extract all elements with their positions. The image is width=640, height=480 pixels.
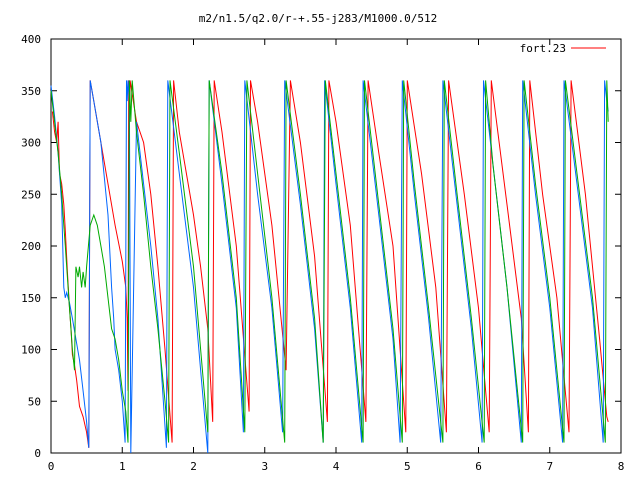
x-tick-label: 0	[48, 460, 55, 473]
y-tick-label: 100	[21, 344, 41, 357]
series-line-2	[50, 80, 609, 443]
x-tick-label: 7	[546, 460, 553, 473]
y-tick-label: 250	[21, 188, 41, 201]
y-tick-label: 50	[28, 395, 41, 408]
series-lines	[50, 80, 609, 454]
y-tick-label: 150	[21, 292, 41, 305]
legend-label: fort.23	[520, 42, 566, 55]
chart-title: m2/n1.5/q2.0/r-+.55-j283/M1000.0/512	[199, 12, 437, 25]
x-ticks: 0 1 2 3 4 5 6 7 8	[48, 39, 625, 473]
x-tick-label: 8	[618, 460, 625, 473]
y-tick-label: 350	[21, 85, 41, 98]
plot-frame	[50, 38, 622, 454]
series-line-1	[50, 80, 609, 454]
x-tick-label: 3	[261, 460, 268, 473]
y-tick-label: 400	[21, 33, 41, 46]
x-tick-label: 4	[333, 460, 340, 473]
x-tick-label: 5	[404, 460, 411, 473]
x-tick-label: 2	[190, 460, 197, 473]
x-tick-label: 6	[475, 460, 482, 473]
legend: fort.23	[520, 42, 606, 55]
x-tick-label: 1	[119, 460, 126, 473]
y-tick-label: 0	[34, 447, 41, 460]
y-tick-label: 200	[21, 240, 41, 253]
y-tick-label: 300	[21, 137, 41, 150]
y-ticks: 0 50 100 150 200 250 300 350 400	[21, 33, 621, 460]
